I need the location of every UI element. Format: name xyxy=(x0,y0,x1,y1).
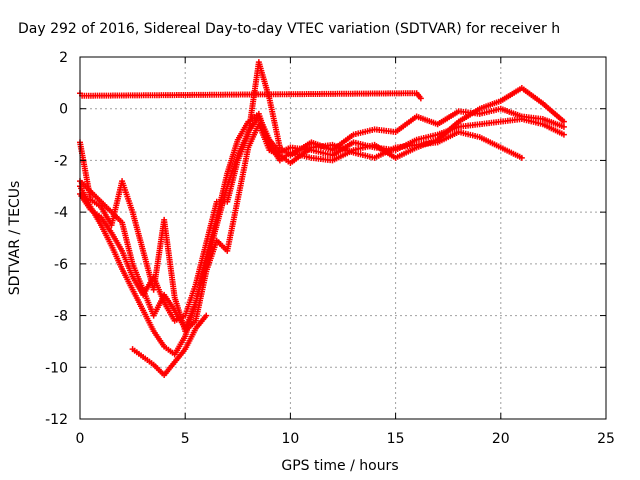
series-2 xyxy=(77,85,567,358)
x-tick-label: 15 xyxy=(387,431,405,447)
y-tick-label: -12 xyxy=(45,412,68,428)
data-point xyxy=(560,118,567,125)
axis-ticks: 0 5 10 15 20 25 -12 -10 -8 -6 -4 -2 0 2 xyxy=(45,50,615,447)
x-axis-label: GPS time / hours xyxy=(281,458,398,474)
data-point xyxy=(560,123,567,130)
y-tick-label: 0 xyxy=(59,102,68,118)
data-point xyxy=(518,154,525,161)
grid-lines xyxy=(80,57,606,419)
y-tick-label: 2 xyxy=(59,50,68,66)
data-points xyxy=(77,59,567,379)
data-point xyxy=(417,95,424,102)
series-3 xyxy=(77,59,567,324)
plot-frame xyxy=(79,56,607,420)
y-tick-label: -6 xyxy=(54,257,68,273)
x-tick-label: 25 xyxy=(597,431,615,447)
series-6 xyxy=(77,90,424,102)
data-point xyxy=(560,131,567,138)
x-tick-label: 5 xyxy=(181,431,190,447)
x-tick-label: 20 xyxy=(492,431,510,447)
y-tick-label: -2 xyxy=(54,153,68,169)
data-point xyxy=(203,312,210,319)
y-tick-label: -4 xyxy=(54,205,68,221)
chart-title: Day 292 of 2016, Sidereal Day-to-day VTE… xyxy=(18,21,560,37)
y-tick-label: -8 xyxy=(54,309,68,325)
y-tick-label: -10 xyxy=(45,360,68,376)
series-5 xyxy=(129,312,210,379)
y-axis-label: SDTVAR / TECUs xyxy=(7,181,23,296)
x-tick-label: 0 xyxy=(76,431,85,447)
x-tick-label: 10 xyxy=(281,431,299,447)
series-4 xyxy=(77,121,525,335)
